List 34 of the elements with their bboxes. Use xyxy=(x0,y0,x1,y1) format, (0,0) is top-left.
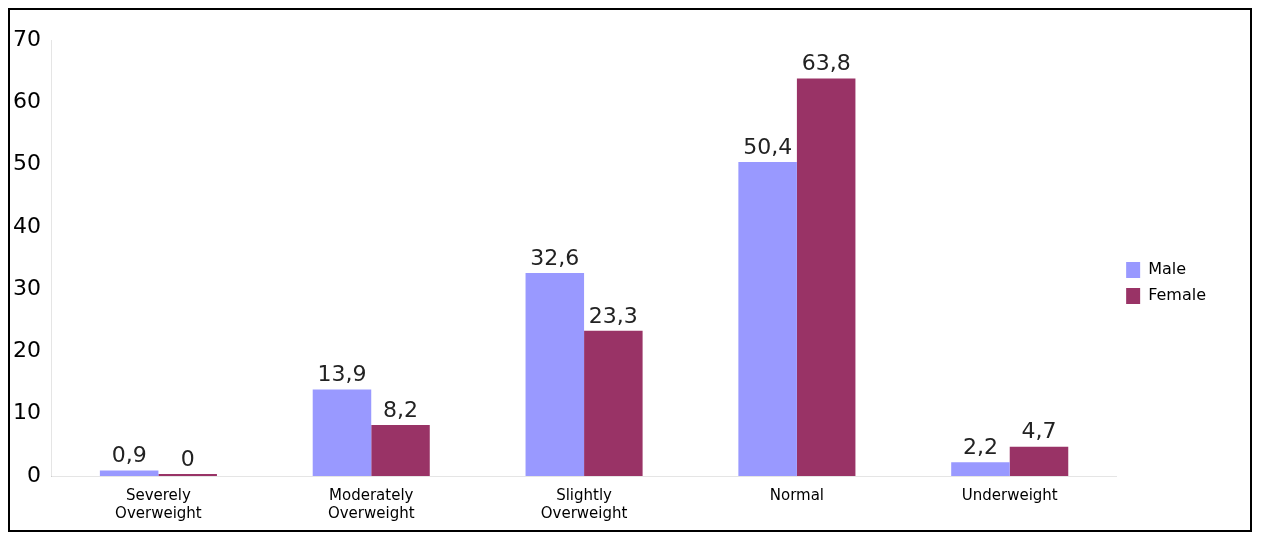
y-tick-label: 0 xyxy=(26,461,41,487)
y-tick-label: 30 xyxy=(12,274,41,300)
y-tick-label: 20 xyxy=(12,337,41,363)
bar xyxy=(99,470,159,476)
x-tick-label: Severely Overweight xyxy=(115,485,202,522)
y-tick-label: 50 xyxy=(12,150,41,176)
y-tick-label: 70 xyxy=(12,25,41,51)
bar xyxy=(312,389,372,476)
bar xyxy=(584,330,643,476)
data-label: 63,8 xyxy=(801,50,851,76)
y-tick-label: 40 xyxy=(12,212,41,238)
data-label: 4,7 xyxy=(1021,418,1057,444)
legend-label: Female xyxy=(1148,285,1207,305)
data-label: 50,4 xyxy=(743,133,793,159)
data-label: 2,2 xyxy=(962,434,998,460)
bar xyxy=(738,162,797,476)
legend-label: Male xyxy=(1148,259,1187,279)
x-tick-label: Slightly Overweight xyxy=(540,485,628,522)
y-tick-label: 10 xyxy=(12,399,41,425)
data-label: 13,9 xyxy=(317,361,367,387)
bar xyxy=(951,462,1010,476)
x-tick-label: Moderately Overweight xyxy=(327,485,415,522)
data-label: 8,2 xyxy=(383,396,418,422)
bar xyxy=(796,78,856,476)
bar xyxy=(525,272,585,476)
x-tick-label: Normal xyxy=(769,485,825,504)
y-tick-label: 60 xyxy=(12,88,41,113)
bar xyxy=(371,424,430,476)
bar xyxy=(1009,446,1069,476)
data-label: 23,3 xyxy=(588,302,638,328)
x-tick-label: Underweight xyxy=(961,485,1058,504)
data-label: 0 xyxy=(180,445,195,471)
data-label: 0,9 xyxy=(111,442,147,468)
data-label: 32,6 xyxy=(530,244,580,270)
